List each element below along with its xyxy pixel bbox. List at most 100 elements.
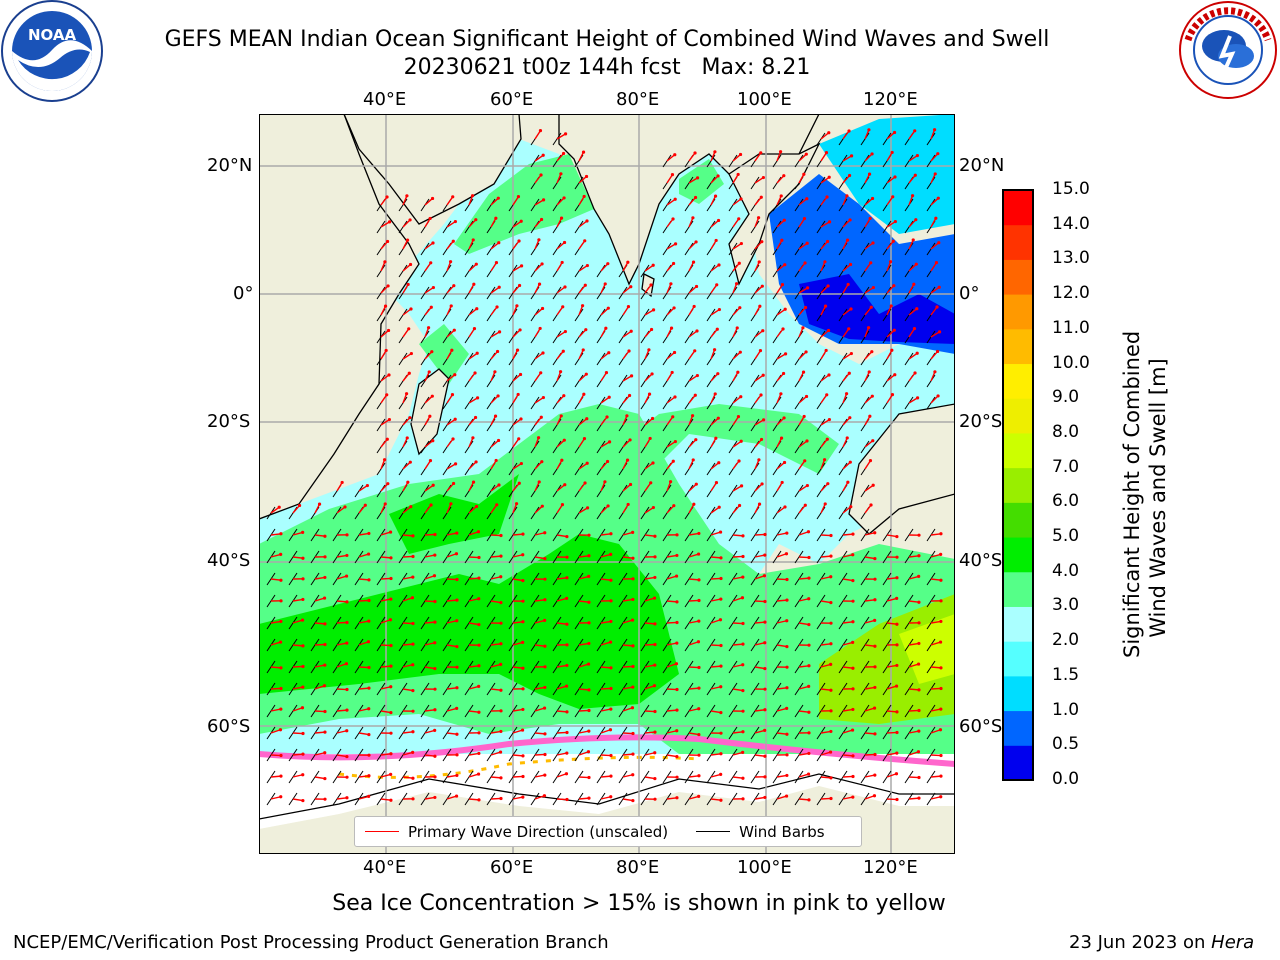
wave-arrow-head <box>719 798 723 802</box>
colorbar-tick-label: 4.0 <box>1052 560 1080 581</box>
wave-arrow-head <box>829 642 833 646</box>
wave-arrow-head <box>477 664 481 668</box>
lat-tick-right-20s: 20°S <box>959 411 1003 432</box>
wave-arrow-head <box>873 598 877 602</box>
wave-arrow-head <box>406 480 410 484</box>
wave-direction-arrow <box>798 665 810 668</box>
wave-direction-arrow <box>490 576 501 580</box>
wave-direction-arrow <box>644 643 656 646</box>
colorbar-tick-label: 0.5 <box>1052 734 1080 755</box>
wave-direction-arrow <box>930 729 941 734</box>
lat-tick-right-20n: 20°N <box>959 155 1005 176</box>
wave-arrow-head <box>785 753 789 757</box>
wave-direction-arrow <box>842 393 848 404</box>
wave-arrow-head <box>561 305 565 309</box>
wave-arrow-head <box>499 709 503 713</box>
wave-direction-arrow <box>688 196 697 206</box>
wave-arrow-head <box>279 795 283 799</box>
wave-arrow-head <box>675 620 679 625</box>
wave-arrow-head <box>583 481 587 485</box>
wave-direction-arrow <box>600 687 612 690</box>
wave-arrow-head <box>741 688 745 693</box>
wave-arrow-head <box>519 417 523 421</box>
wave-direction-arrow <box>534 753 546 756</box>
colorbar-tick-label: 14.0 <box>1052 213 1090 234</box>
wave-arrow-head <box>408 416 412 420</box>
wave-direction-arrow <box>666 198 676 206</box>
wave-arrow-head <box>521 640 525 645</box>
wave-arrow-head <box>495 503 499 507</box>
wave-arrow-head <box>653 730 657 734</box>
wave-direction-arrow <box>864 686 875 690</box>
wave-arrow-head <box>846 282 850 287</box>
wave-arrow-head <box>805 286 810 290</box>
wave-direction-arrow <box>644 417 654 426</box>
wave-arrow-head <box>345 775 349 779</box>
wave-arrow-head <box>477 555 481 560</box>
wave-arrow-head <box>518 328 522 332</box>
wave-direction-arrow <box>512 533 524 536</box>
wave-arrow-head <box>521 707 525 712</box>
wave-direction-arrow <box>666 505 675 514</box>
wave-direction-arrow <box>292 686 303 690</box>
wave-arrow-head <box>562 438 566 442</box>
wave-direction-arrow <box>908 663 919 668</box>
wave-arrow-head <box>499 729 503 734</box>
wave-direction-arrow <box>578 305 584 316</box>
wave-direction-arrow <box>688 775 700 778</box>
wave-direction-arrow <box>578 575 589 580</box>
wave-arrow-head <box>668 480 673 484</box>
colorbar-band <box>1003 606 1033 642</box>
wave-direction-arrow <box>820 688 832 691</box>
colorbar-label: Significant Height of Combined Wind Wave… <box>1119 331 1171 658</box>
lon-tick-bottom-40: 40°E <box>363 857 407 878</box>
wave-arrow-head <box>697 753 701 757</box>
wave-direction-arrow <box>358 666 370 669</box>
wave-direction-arrow <box>754 305 761 316</box>
wave-arrow-head <box>497 330 502 334</box>
wave-arrow-head <box>429 261 433 265</box>
wave-direction-arrow <box>468 328 476 338</box>
wave-arrow-head <box>495 305 499 309</box>
map-legend: Primary Wave Direction (unscaled) Wind B… <box>354 816 862 847</box>
wave-arrow-head <box>829 621 833 625</box>
wave-direction-arrow <box>710 417 719 426</box>
wave-direction-arrow <box>292 732 304 735</box>
wave-direction-arrow <box>534 556 545 560</box>
wave-arrow-head <box>519 264 524 268</box>
wave-arrow-head <box>785 644 789 649</box>
wave-direction-arrow <box>688 503 695 514</box>
wave-arrow-head <box>651 263 655 267</box>
wave-arrow-head <box>803 305 808 310</box>
wave-direction-arrow <box>512 418 522 426</box>
wave-direction-arrow <box>754 621 766 624</box>
wave-arrow-head <box>584 372 588 376</box>
wave-direction-arrow <box>886 534 897 538</box>
wave-direction-arrow <box>468 416 477 426</box>
wave-direction-arrow <box>710 328 718 338</box>
wave-direction-arrow <box>754 152 762 162</box>
lon-tick-bottom-80: 80°E <box>616 857 660 878</box>
wave-direction-arrow <box>556 133 566 140</box>
wave-arrow-head <box>411 688 415 693</box>
wave-arrow-head <box>561 151 566 156</box>
wave-arrow-head <box>780 480 784 485</box>
wave-direction-arrow <box>534 328 541 338</box>
wave-arrow-head <box>651 308 656 312</box>
wave-direction-arrow <box>688 459 694 470</box>
wave-direction-arrow <box>468 577 480 580</box>
wave-direction-arrow <box>842 284 849 294</box>
wave-direction-arrow <box>490 534 502 537</box>
wave-arrow-head <box>538 129 543 133</box>
wave-direction-arrow <box>468 239 474 250</box>
wave-arrow-head <box>892 284 896 288</box>
wave-direction-arrow <box>578 555 590 558</box>
wave-arrow-head <box>697 774 701 778</box>
wave-direction-arrow <box>754 330 764 338</box>
wave-direction-arrow <box>534 283 541 294</box>
wave-direction-arrow <box>622 306 630 316</box>
wave-direction-arrow <box>886 664 897 668</box>
wave-arrow-head <box>537 480 541 484</box>
lat-tick-right-60s: 60°S <box>959 716 1003 737</box>
wave-direction-arrow <box>380 418 390 426</box>
